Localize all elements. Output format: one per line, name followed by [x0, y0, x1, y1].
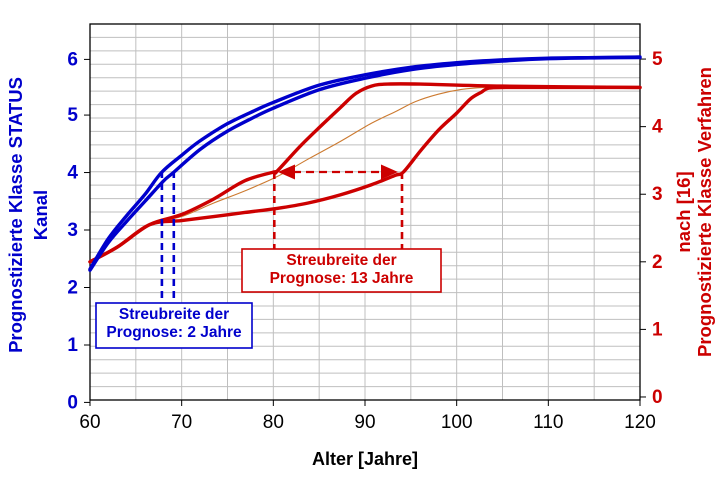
svg-text:2: 2: [652, 252, 663, 273]
svg-text:60: 60: [79, 412, 100, 433]
svg-text:Streubreite der: Streubreite der: [119, 306, 229, 323]
svg-text:0: 0: [67, 392, 78, 413]
svg-text:5: 5: [67, 105, 78, 126]
svg-text:Prognostizierte Klasse Verfahr: Prognostizierte Klasse Verfahren: [694, 67, 715, 357]
svg-text:80: 80: [263, 412, 284, 433]
svg-text:Streubreite der: Streubreite der: [286, 252, 396, 269]
svg-text:6: 6: [67, 49, 78, 70]
svg-text:110: 110: [533, 412, 563, 433]
svg-text:Prognostizierte Klasse STATUS: Prognostizierte Klasse STATUS: [5, 77, 26, 353]
svg-text:3: 3: [67, 220, 78, 241]
svg-text:120: 120: [624, 412, 656, 433]
svg-text:70: 70: [171, 412, 192, 433]
svg-text:90: 90: [354, 412, 375, 433]
svg-text:Prognose: 13 Jahre: Prognose: 13 Jahre: [270, 270, 414, 287]
svg-text:2: 2: [67, 278, 78, 299]
svg-text:1: 1: [67, 335, 78, 356]
svg-text:4: 4: [67, 163, 78, 184]
svg-text:1: 1: [652, 319, 663, 340]
svg-text:Alter [Jahre]: Alter [Jahre]: [312, 449, 418, 469]
svg-text:nach [16]: nach [16]: [673, 171, 694, 252]
svg-text:0: 0: [652, 387, 663, 408]
svg-text:3: 3: [652, 184, 663, 205]
svg-text:Kanal: Kanal: [30, 190, 51, 240]
svg-text:5: 5: [652, 49, 663, 70]
svg-text:100: 100: [441, 412, 473, 433]
svg-text:4: 4: [652, 117, 663, 138]
svg-text:Prognose: 2 Jahre: Prognose: 2 Jahre: [106, 324, 242, 341]
